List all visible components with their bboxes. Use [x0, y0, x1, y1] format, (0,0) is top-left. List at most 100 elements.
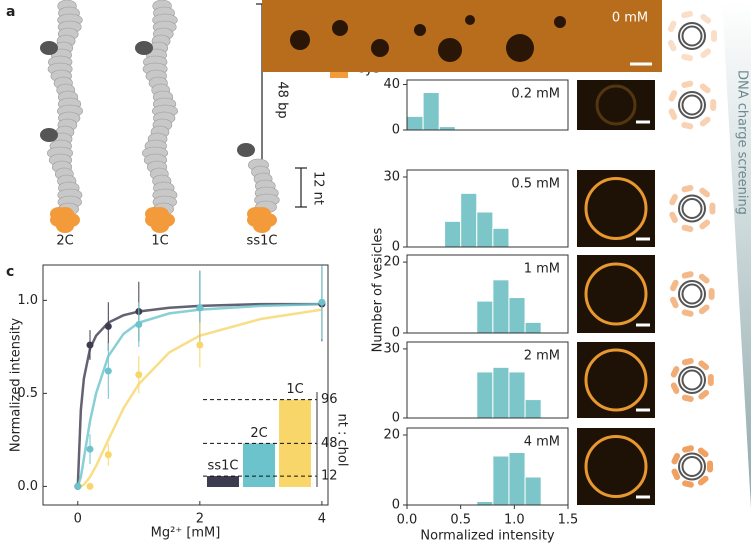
cholesterol	[237, 143, 255, 157]
micrograph	[262, 0, 662, 72]
dna-capsule	[697, 447, 709, 458]
fit-curve	[77, 308, 323, 488]
data-point	[104, 451, 112, 459]
dna-capsule	[670, 366, 680, 378]
dna-capsule	[698, 360, 710, 371]
histogram-bar	[438, 126, 456, 131]
micrograph	[577, 428, 655, 505]
micrograph-vesicle	[584, 262, 648, 326]
histogram-bar	[492, 366, 510, 419]
data-point	[135, 321, 143, 329]
y-tick-label: 20	[383, 428, 400, 443]
gradient-label: DNA charge screening	[735, 70, 750, 215]
micrograph	[577, 170, 655, 247]
micrograph-domain	[506, 34, 534, 62]
histogram-bar	[406, 115, 424, 131]
dna-capsule	[681, 224, 694, 233]
dna-capsule	[668, 90, 678, 102]
micrograph-vesicle	[584, 435, 648, 498]
y-tick-label: 96	[321, 392, 338, 407]
fit-curve	[76, 302, 322, 487]
bar	[243, 443, 275, 487]
cy3-dye	[253, 219, 271, 233]
x-axis-label: Mg²⁺ [mM]	[151, 526, 221, 541]
construct-label: 1C	[151, 234, 168, 249]
dna-capsule	[667, 20, 677, 33]
histogram-bar	[508, 371, 526, 419]
plot-frame	[406, 169, 569, 248]
histogram-bar	[492, 227, 510, 248]
dna-capsule	[699, 219, 711, 230]
micrograph-domain	[554, 16, 566, 28]
data-point	[135, 371, 143, 379]
dna-capsule	[681, 309, 694, 317]
dna-capsule	[669, 193, 678, 206]
cholesterol	[40, 41, 58, 55]
dna-capsule	[681, 53, 694, 62]
bar-label: 2C	[250, 426, 267, 441]
micrograph-domain	[438, 38, 462, 62]
micrograph-domain	[414, 24, 426, 36]
scale-label: 48 bp	[275, 81, 290, 118]
dna-capsule	[698, 273, 710, 284]
histogram-title: 1 mM	[524, 262, 560, 277]
construct-label: 2C	[56, 234, 73, 249]
y-tick-label: 1.0	[17, 293, 38, 308]
dna-capsule	[668, 108, 678, 120]
bar	[207, 476, 239, 487]
x-tick-label: 1.0	[504, 513, 525, 528]
plot-frame	[406, 427, 569, 506]
panel-label: c	[6, 264, 14, 280]
histogram-title: 0.2 mM	[511, 87, 560, 102]
x-tick-label: 1.5	[558, 513, 579, 528]
histogram-bar	[524, 399, 542, 419]
micrograph-vesicle	[584, 348, 648, 412]
histogram-bar	[476, 501, 494, 506]
data-point	[104, 322, 112, 330]
y-tick-label: 30	[383, 170, 400, 185]
y-tick-label: 0	[392, 326, 400, 341]
histogram-bar	[476, 211, 494, 248]
micrograph-vesicle	[584, 177, 648, 240]
vesicle	[681, 283, 703, 305]
micrograph	[577, 342, 655, 418]
vesicle	[681, 198, 703, 219]
x-tick-label: 4	[318, 512, 326, 527]
dna-capsule	[700, 48, 712, 59]
histogram-bar	[476, 300, 494, 334]
dna-capsule	[697, 475, 709, 486]
x-tick-label: 0.5	[450, 513, 471, 528]
dna-capsule	[671, 468, 681, 481]
data-point	[86, 482, 94, 490]
data-point	[318, 298, 326, 306]
histogram-bar	[492, 279, 510, 334]
y-tick-label: 0.0	[17, 479, 38, 494]
plot-frame	[42, 264, 329, 506]
y-tick-label: 0	[392, 240, 400, 255]
dna-capsule	[709, 202, 716, 215]
dna-capsule	[698, 389, 710, 400]
dna-capsule	[681, 271, 694, 279]
dna-capsule	[669, 211, 678, 224]
plot-frame	[406, 79, 569, 131]
plot-frame	[406, 254, 569, 334]
construct-label: ss1C	[247, 234, 278, 249]
cy3-dye	[56, 219, 74, 233]
dna-capsule	[711, 30, 717, 42]
dna-capsule	[671, 452, 681, 465]
dna-capsule	[707, 374, 714, 386]
histogram-bar	[508, 452, 526, 506]
cholesterol	[135, 41, 153, 55]
micrograph-domain	[290, 30, 310, 50]
vesicle	[681, 94, 703, 116]
cholesterol	[40, 128, 58, 142]
micrograph-domain	[371, 39, 389, 57]
data-point	[196, 304, 204, 312]
cy3-dye	[151, 219, 169, 233]
dna-capsule	[681, 80, 694, 88]
y-tick-label: 0	[392, 411, 400, 426]
bar-label: 1C	[286, 382, 303, 397]
scale-label: 12 nt	[311, 171, 326, 205]
y-tick-label: 0.5	[17, 386, 38, 401]
